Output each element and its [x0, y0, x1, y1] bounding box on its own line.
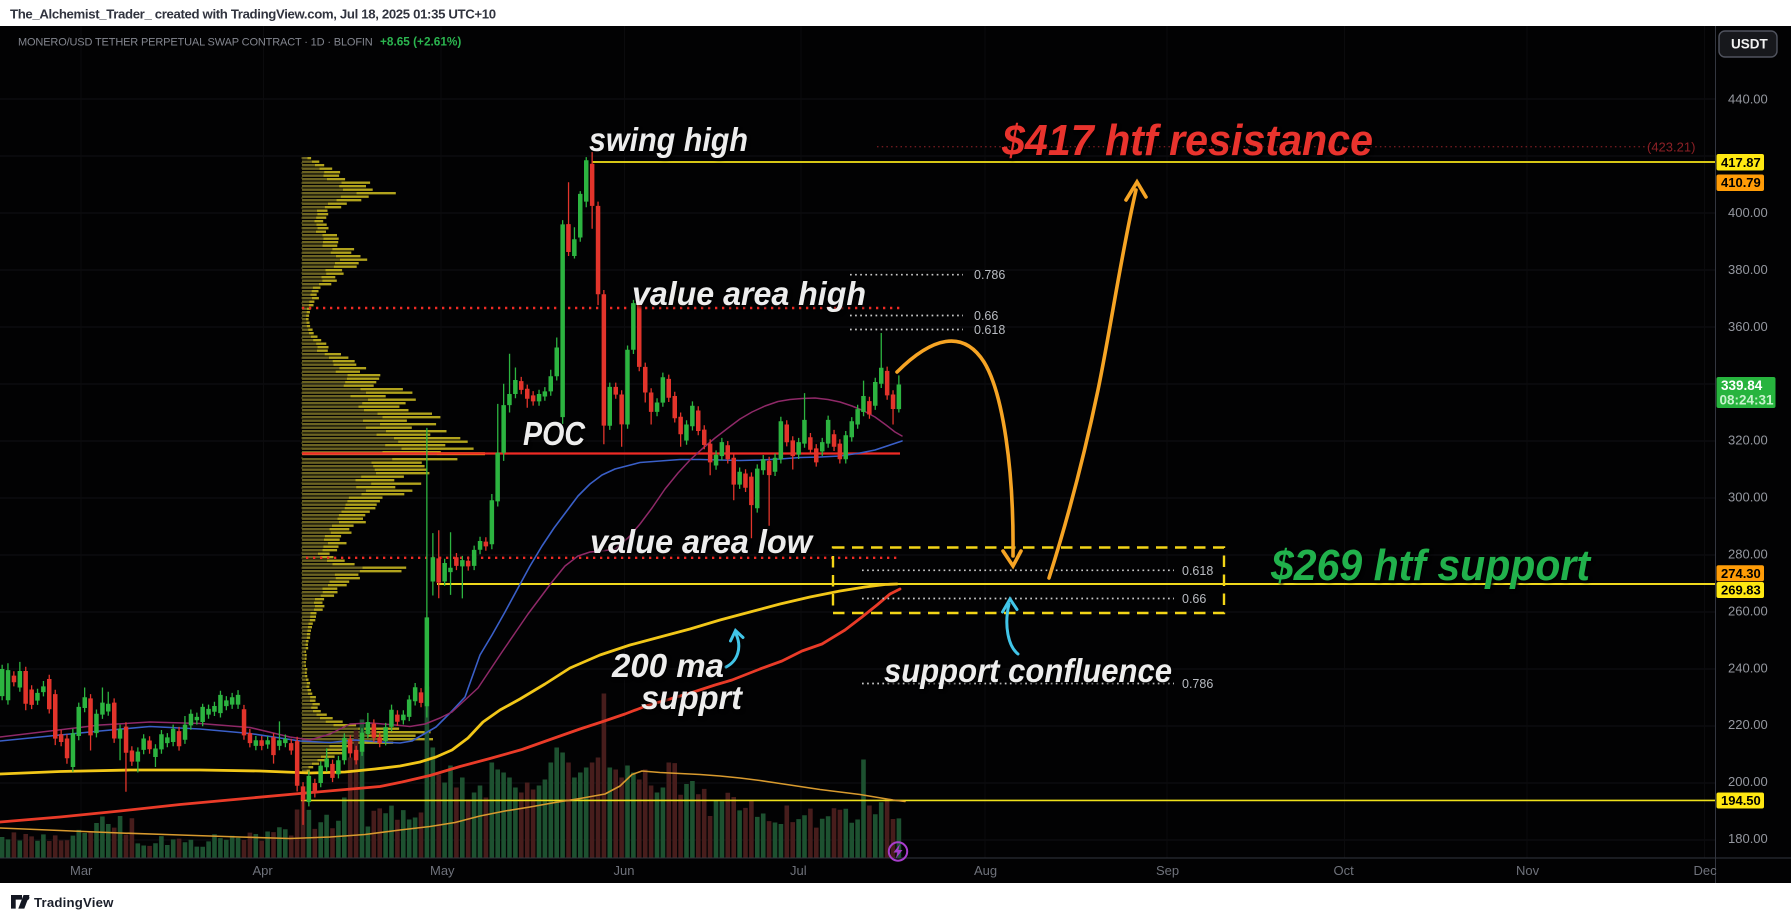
svg-text:Aug: Aug [974, 863, 997, 878]
svg-text:260.00: 260.00 [1728, 603, 1768, 618]
svg-text:value area high: value area high [632, 275, 866, 312]
svg-text:440.00: 440.00 [1728, 92, 1768, 107]
svg-text:417.87: 417.87 [1721, 155, 1761, 170]
svg-text:0.618: 0.618 [1182, 564, 1213, 578]
svg-text:Apr: Apr [253, 863, 274, 878]
svg-text:194.50: 194.50 [1721, 793, 1761, 808]
svg-text:269.83: 269.83 [1721, 583, 1761, 598]
svg-text:POC: POC [523, 415, 586, 452]
svg-text:Sep: Sep [1156, 863, 1179, 878]
svg-text:300.00: 300.00 [1728, 490, 1768, 505]
svg-text:200.00: 200.00 [1728, 774, 1768, 789]
svg-text:+8.65 (+2.61%): +8.65 (+2.61%) [380, 35, 461, 49]
svg-text:Jun: Jun [614, 863, 635, 878]
svg-text:support confluence: support confluence [884, 652, 1172, 689]
svg-text:410.79: 410.79 [1721, 175, 1761, 190]
svg-text:Dec: Dec [1694, 863, 1718, 878]
svg-text:May: May [430, 863, 455, 878]
svg-text:0.786: 0.786 [1182, 677, 1213, 691]
svg-text:339.84: 339.84 [1721, 378, 1763, 393]
svg-text:0.66: 0.66 [1182, 592, 1206, 606]
svg-text:TradingView: TradingView [34, 895, 114, 910]
svg-text:$417 htf resistance: $417 htf resistance [1001, 116, 1373, 165]
svg-text:274.30: 274.30 [1721, 566, 1761, 581]
svg-text:0.618: 0.618 [974, 323, 1005, 337]
svg-text:USDT: USDT [1731, 37, 1769, 52]
svg-text:320.00: 320.00 [1728, 433, 1768, 448]
svg-text:180.00: 180.00 [1728, 831, 1768, 846]
svg-text:supprt: supprt [641, 679, 744, 716]
svg-text:360.00: 360.00 [1728, 319, 1768, 334]
svg-text:200 ma: 200 ma [611, 647, 724, 684]
svg-text:0.786: 0.786 [974, 268, 1005, 282]
svg-text:Oct: Oct [1334, 863, 1355, 878]
svg-text:240.00: 240.00 [1728, 660, 1768, 675]
svg-text:0.66: 0.66 [974, 309, 998, 323]
svg-text:Mar: Mar [70, 863, 93, 878]
svg-text:(423.21): (423.21) [1647, 140, 1695, 155]
svg-text:08:24:31: 08:24:31 [1720, 393, 1775, 408]
svg-text:$269 htf support: $269 htf support [1270, 541, 1592, 590]
svg-text:220.00: 220.00 [1728, 717, 1768, 732]
svg-text:400.00: 400.00 [1728, 205, 1768, 220]
svg-text:swing high: swing high [589, 121, 748, 158]
svg-text:Nov: Nov [1516, 863, 1540, 878]
svg-text:Jul: Jul [790, 863, 807, 878]
svg-text:380.00: 380.00 [1728, 262, 1768, 277]
svg-text:280.00: 280.00 [1728, 547, 1768, 562]
svg-text:value area low: value area low [590, 523, 814, 560]
svg-text:The_Alchemist_Trader_ created: The_Alchemist_Trader_ created with Tradi… [10, 7, 496, 22]
svg-text:MONERO/USD TETHER PERPETUAL SW: MONERO/USD TETHER PERPETUAL SWAP CONTRAC… [18, 37, 373, 49]
